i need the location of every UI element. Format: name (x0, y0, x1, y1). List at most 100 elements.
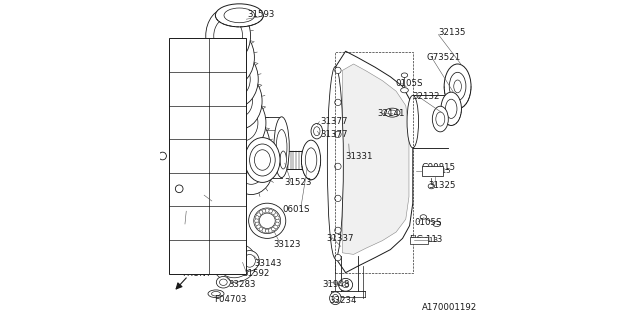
Ellipse shape (257, 213, 260, 217)
Ellipse shape (274, 213, 278, 217)
Text: T=4. 8: T=4. 8 (211, 219, 236, 228)
Ellipse shape (244, 254, 255, 267)
Text: F04703: F04703 (214, 295, 247, 304)
Ellipse shape (305, 148, 317, 172)
Ellipse shape (220, 279, 227, 285)
Bar (335, 52, 413, 273)
Ellipse shape (269, 209, 273, 213)
Ellipse shape (335, 67, 341, 74)
Ellipse shape (454, 80, 461, 93)
Ellipse shape (449, 72, 466, 100)
Text: FRONT: FRONT (182, 269, 211, 278)
Text: 33143: 33143 (254, 260, 282, 268)
Ellipse shape (274, 225, 278, 229)
Ellipse shape (229, 138, 274, 195)
Text: A170001192: A170001192 (422, 303, 477, 312)
Ellipse shape (225, 116, 270, 173)
Ellipse shape (301, 140, 321, 180)
Ellipse shape (254, 150, 270, 170)
Text: 0105S: 0105S (396, 79, 422, 88)
Text: T=5. 0: T=5. 0 (211, 252, 236, 261)
Ellipse shape (186, 201, 193, 210)
Ellipse shape (335, 227, 341, 234)
Ellipse shape (275, 222, 279, 226)
Ellipse shape (229, 105, 258, 141)
Ellipse shape (259, 227, 263, 231)
Ellipse shape (234, 129, 260, 161)
Ellipse shape (212, 243, 257, 282)
Polygon shape (342, 64, 409, 254)
Ellipse shape (428, 184, 435, 189)
Text: G53504: G53504 (171, 118, 201, 127)
Ellipse shape (335, 195, 341, 202)
Text: 32135: 32135 (438, 28, 466, 37)
Ellipse shape (259, 213, 275, 228)
Ellipse shape (218, 73, 262, 129)
Text: G53509: G53509 (171, 252, 201, 261)
Text: 31592: 31592 (243, 269, 270, 278)
Text: G90815: G90815 (422, 168, 451, 174)
Text: 31331: 31331 (346, 152, 373, 161)
Text: 33234: 33234 (329, 296, 356, 305)
Ellipse shape (250, 144, 275, 176)
Text: 31377: 31377 (320, 130, 348, 139)
Text: 31325: 31325 (429, 181, 456, 190)
Text: 32132: 32132 (413, 92, 440, 100)
Text: G90815: G90815 (422, 163, 456, 172)
Ellipse shape (275, 216, 279, 220)
Ellipse shape (184, 198, 195, 212)
Text: 31377: 31377 (320, 117, 348, 126)
Ellipse shape (210, 29, 255, 86)
Ellipse shape (195, 181, 207, 200)
Ellipse shape (214, 18, 243, 54)
Ellipse shape (255, 219, 259, 223)
Text: FIG.113: FIG.113 (411, 237, 438, 243)
Ellipse shape (226, 255, 243, 270)
Ellipse shape (339, 278, 353, 291)
Ellipse shape (197, 185, 205, 196)
Circle shape (175, 185, 183, 193)
Ellipse shape (255, 222, 259, 226)
Ellipse shape (445, 99, 457, 118)
Text: 31593: 31593 (247, 10, 275, 19)
Text: G53602: G53602 (171, 51, 201, 60)
Ellipse shape (221, 251, 247, 274)
Ellipse shape (271, 227, 275, 231)
Ellipse shape (304, 151, 310, 169)
Ellipse shape (407, 95, 419, 148)
Text: 32141: 32141 (378, 109, 405, 118)
Text: G53505: G53505 (171, 151, 201, 161)
Ellipse shape (214, 51, 259, 108)
Text: 31337: 31337 (326, 234, 354, 243)
Ellipse shape (330, 292, 341, 305)
Text: 31948: 31948 (323, 280, 350, 289)
Ellipse shape (433, 106, 448, 132)
Ellipse shape (221, 61, 250, 97)
Bar (410, 237, 428, 244)
Ellipse shape (385, 108, 400, 117)
Ellipse shape (388, 110, 397, 115)
Ellipse shape (216, 117, 232, 178)
Ellipse shape (259, 211, 263, 214)
Ellipse shape (311, 124, 323, 139)
Text: T=3. 8: T=3. 8 (211, 51, 236, 60)
Ellipse shape (280, 151, 287, 169)
Ellipse shape (244, 138, 280, 182)
Text: ①: ① (176, 184, 182, 193)
Text: 33283: 33283 (229, 280, 256, 289)
Text: G53507: G53507 (171, 219, 201, 228)
Ellipse shape (211, 292, 220, 296)
Ellipse shape (276, 219, 280, 223)
Ellipse shape (276, 130, 287, 165)
Ellipse shape (219, 130, 229, 165)
Text: G53506: G53506 (171, 185, 201, 194)
Polygon shape (335, 51, 413, 273)
Ellipse shape (262, 228, 266, 232)
Ellipse shape (269, 228, 273, 232)
Text: T=4. 0: T=4. 0 (211, 84, 236, 93)
Ellipse shape (441, 92, 461, 125)
Ellipse shape (224, 8, 255, 23)
Ellipse shape (248, 203, 285, 238)
Ellipse shape (255, 216, 259, 220)
Ellipse shape (206, 8, 251, 64)
